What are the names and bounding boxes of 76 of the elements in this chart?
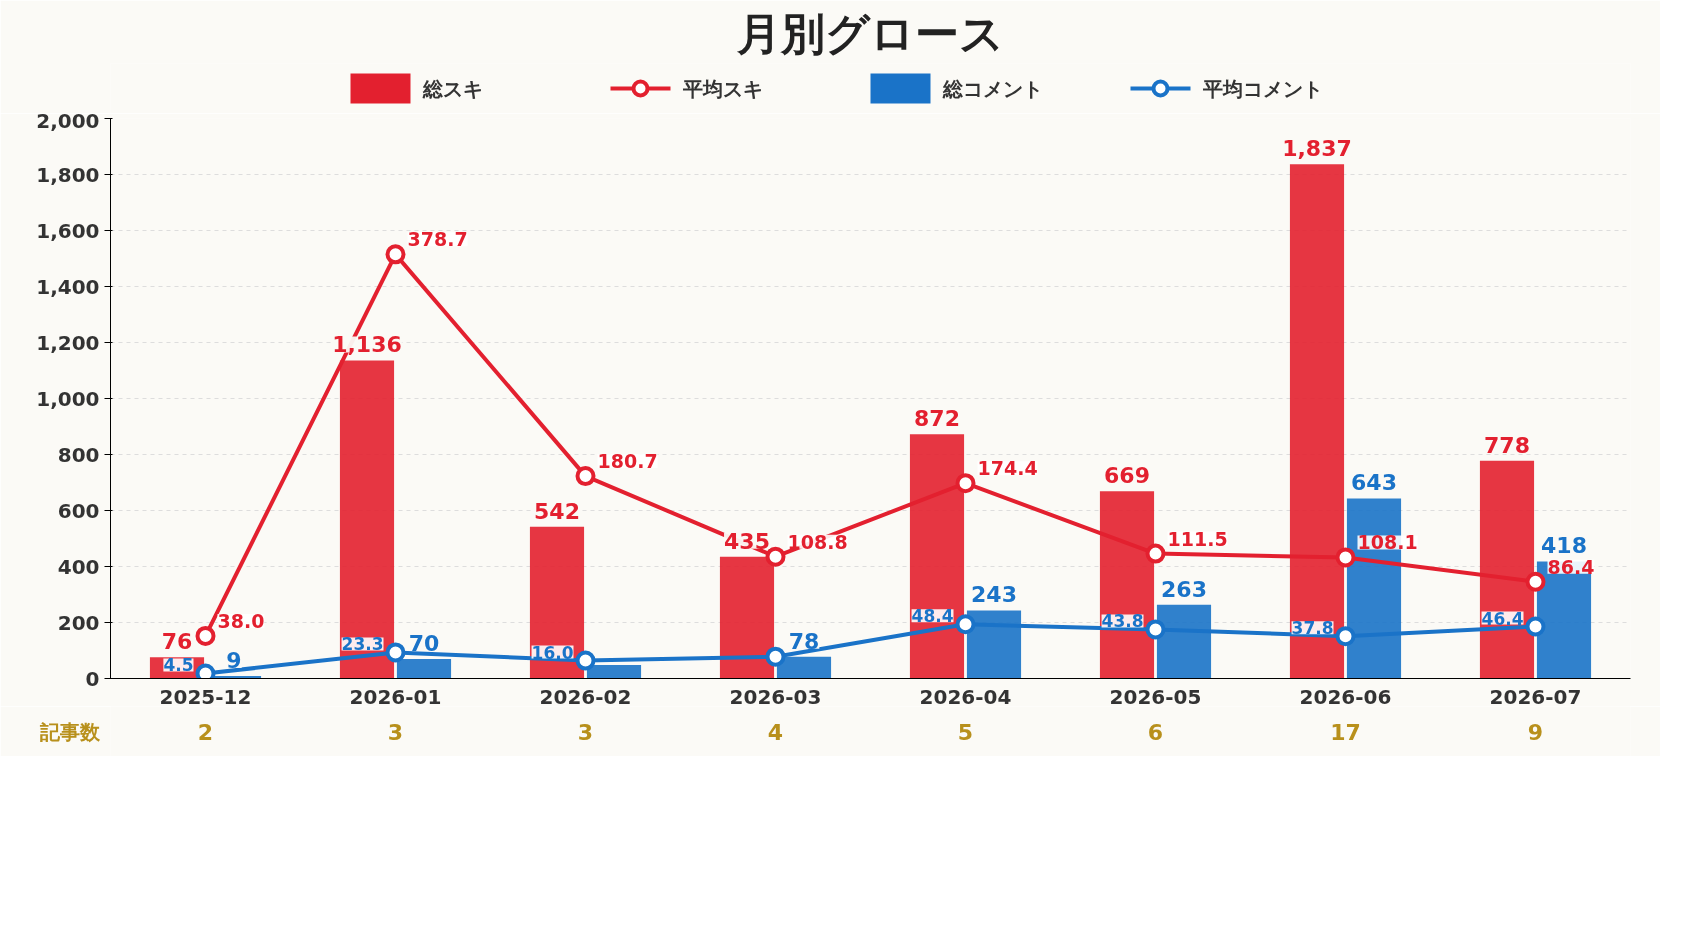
y-tick-label: 400: [57, 554, 100, 579]
data-label: 43.8: [1101, 611, 1144, 632]
data-label: 38.0: [217, 609, 265, 632]
text: 3: [387, 719, 404, 745]
point: [385, 244, 406, 265]
text: 3: [577, 719, 594, 745]
point: [1145, 543, 1166, 564]
legend-label: 平均スキ: [681, 76, 763, 101]
point: [955, 473, 976, 494]
data-label: 243: [971, 582, 1017, 608]
point: [1335, 547, 1356, 568]
data-label: 180.7: [597, 450, 658, 473]
y-tick-label: 600: [57, 498, 100, 523]
y-tick-label: 2,000: [36, 108, 100, 133]
y-tick-label: 200: [57, 610, 100, 635]
text: 2: [197, 719, 214, 745]
text: 記事数: [38, 719, 101, 744]
x-tick-label: 2026-05: [1109, 684, 1202, 709]
data-label: 1,136: [332, 332, 402, 358]
point: [765, 646, 786, 667]
legend-label: 平均コメント: [1201, 76, 1323, 101]
point: [195, 625, 216, 646]
data-label: 46.4: [1481, 608, 1524, 629]
data-label: 542: [534, 498, 580, 524]
point: [575, 650, 596, 671]
data-label: 378.7: [407, 228, 468, 251]
data-label: 1,837: [1282, 136, 1352, 162]
point: [575, 466, 596, 487]
data-label: 669: [1104, 463, 1150, 489]
y-tick-label: 800: [57, 442, 100, 467]
text: 17: [1330, 719, 1361, 745]
y-tick-label: 1,400: [36, 274, 100, 299]
text: 5: [957, 719, 974, 745]
point: [385, 642, 406, 663]
point: [1525, 616, 1546, 637]
text: 4: [767, 719, 784, 745]
y-tick-label: 1,600: [36, 218, 100, 243]
data-label: 108.8: [787, 530, 848, 553]
x-tick-label: 2026-03: [729, 684, 822, 709]
data-label: 76: [161, 629, 193, 655]
x-tick-label: 2025-12: [159, 684, 252, 709]
y-tick-label: 0: [85, 666, 100, 691]
data-label: 108.1: [1357, 531, 1418, 554]
y-tick-label: 1,000: [36, 386, 100, 411]
legend-label: 総スキ: [421, 76, 483, 101]
data-label: 111.5: [1167, 527, 1228, 550]
data-label: 48.4: [911, 606, 954, 627]
text: 9: [1527, 719, 1544, 745]
data-label: 78: [788, 628, 820, 654]
x-tick-label: 2026-06: [1299, 684, 1392, 709]
chart-title: 月別グロース: [736, 7, 1004, 59]
x-tick-label: 2026-04: [919, 684, 1012, 709]
point: [955, 614, 976, 635]
data-label: 9: [226, 647, 242, 673]
data-label: 778: [1484, 432, 1530, 458]
point: [1525, 571, 1546, 592]
data-label: 70: [408, 630, 440, 656]
x-tick-label: 2026-07: [1489, 684, 1582, 709]
text: 6: [1147, 719, 1164, 745]
data-label: 23.3: [341, 634, 384, 655]
x-tick-label: 2026-02: [539, 684, 632, 709]
y-tick-label: 1,800: [36, 162, 100, 187]
data-label: 872: [914, 406, 960, 432]
data-label: 263: [1161, 576, 1207, 602]
point: [1145, 619, 1166, 640]
data-label: 174.4: [977, 457, 1038, 480]
data-label: 435: [724, 528, 770, 554]
data-label: 643: [1351, 470, 1397, 496]
data-label: 4.5: [163, 655, 194, 676]
y-tick-label: 1,200: [36, 330, 100, 355]
data-label: 37.8: [1291, 618, 1334, 639]
point: [1335, 626, 1356, 647]
legend-label: 総コメント: [941, 76, 1043, 101]
x-tick-label: 2026-01: [349, 684, 442, 709]
bar: [529, 526, 585, 679]
data-label: 16.0: [531, 642, 574, 663]
